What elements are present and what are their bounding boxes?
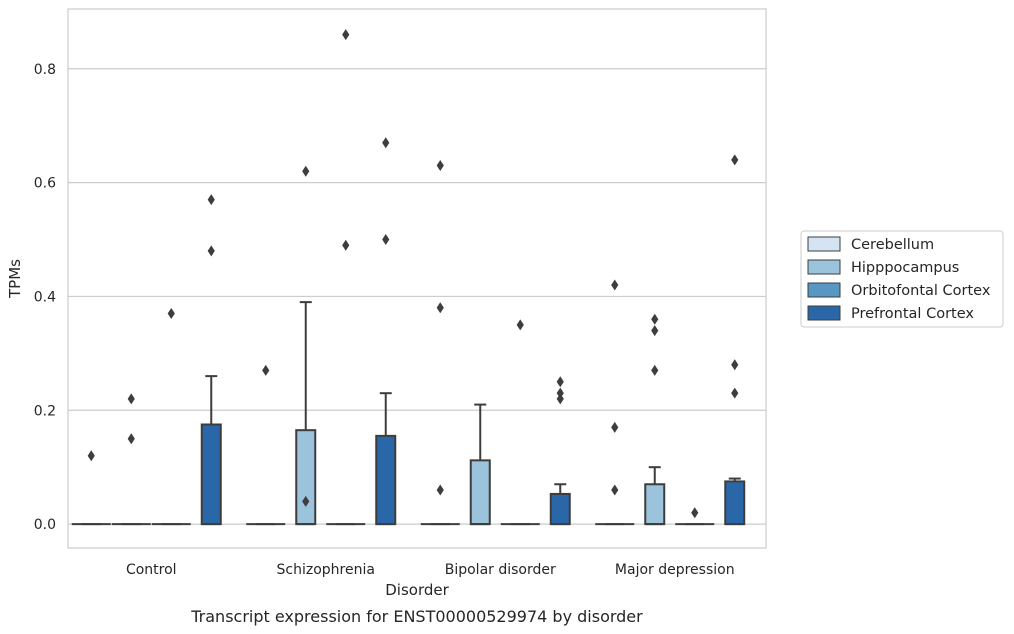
y-tick-label: 0.4 [34, 289, 56, 305]
outlier-point [556, 376, 564, 388]
legend-entry: Hipppocampus [851, 260, 959, 276]
outlier-point [87, 450, 95, 462]
outlier-point [382, 137, 390, 149]
outlier-point [302, 165, 310, 177]
legend-swatch [807, 305, 841, 321]
x-tick-label: Schizophrenia [277, 562, 375, 578]
legend-swatch [807, 282, 841, 298]
box-cerebellum [246, 364, 286, 526]
x-tick-label: Bipolar disorder [445, 562, 556, 578]
outlier-point [556, 387, 564, 399]
outlier-point [436, 484, 444, 496]
outlier-point [731, 359, 739, 371]
box-orbitofontal-cortex [500, 319, 540, 526]
box-cerebellum [71, 450, 111, 526]
y-tick-label: 0.6 [34, 176, 56, 192]
outlier-point [382, 234, 390, 246]
y-tick-label: 0.2 [34, 403, 56, 419]
box-body [295, 429, 317, 526]
box-orbitofontal-cortex [675, 507, 715, 526]
outlier-point [516, 319, 524, 331]
box-body [549, 492, 571, 526]
outlier-point [436, 160, 444, 172]
outlier-point [342, 239, 350, 251]
box-body [200, 423, 222, 526]
legend: Cerebellum Hipppocampus Orbitofontal Corte… [800, 230, 1004, 328]
outlier-point [127, 433, 135, 445]
outlier-point [611, 279, 619, 291]
outlier-point [691, 507, 699, 519]
box-series [71, 29, 746, 526]
box-body [724, 480, 746, 526]
y-tick-label: 0.8 [34, 62, 56, 78]
outlier-point [731, 387, 739, 399]
outlier-point [651, 325, 659, 337]
box-hipppocampus [644, 313, 666, 526]
legend-entry: Prefrontal Cortex [851, 306, 974, 322]
legend-entry: Orbitofontal Cortex [851, 283, 991, 299]
outlier-point [207, 194, 215, 206]
box-prefrontal-cortex [724, 154, 746, 526]
box-hipppocampus [469, 403, 491, 526]
box-hipppocampus [111, 393, 151, 526]
box-cerebellum [420, 160, 460, 526]
outlier-point [262, 364, 270, 376]
y-axis-label: TPMs [6, 259, 24, 299]
plot-area-frame [67, 8, 767, 549]
y-tick-label: 0.0 [34, 517, 56, 533]
legend-entry: Cerebellum [851, 237, 934, 253]
outlier-point [127, 393, 135, 405]
x-tick-label: Major depression [615, 562, 735, 578]
box-orbitofontal-cortex [151, 308, 191, 526]
box-hipppocampus [295, 165, 317, 526]
box-prefrontal-cortex [549, 376, 571, 526]
outlier-point [611, 484, 619, 496]
outlier-point [342, 29, 350, 41]
legend-frame [800, 230, 1004, 328]
box-orbitofontal-cortex [326, 29, 366, 526]
y-tick-labels: 0.0 0.2 0.4 0.6 0.8 [34, 62, 56, 533]
outlier-point [611, 421, 619, 433]
box-prefrontal-cortex [375, 137, 397, 526]
box-body [469, 459, 491, 526]
outlier-point [556, 393, 564, 405]
legend-swatch [807, 259, 841, 275]
outlier-point [731, 154, 739, 166]
x-tick-labels: Control Schizophrenia Bipolar disorder Majo… [126, 562, 735, 578]
outlier-point [302, 495, 310, 507]
outlier-point [207, 245, 215, 257]
x-axis-label: Disorder [385, 581, 449, 599]
box-cerebellum [595, 279, 635, 526]
legend-swatch [807, 236, 841, 252]
outlier-point [436, 302, 444, 314]
outlier-point [651, 313, 659, 325]
box-prefrontal-cortex [200, 194, 222, 526]
outlier-point [651, 364, 659, 376]
chart-caption: Transcript expression for ENST0000052997… [190, 607, 643, 626]
box-body [644, 483, 666, 526]
outlier-point [167, 308, 175, 320]
box-body [375, 434, 397, 526]
gridlines [68, 68, 766, 525]
x-tick-label: Control [126, 562, 177, 578]
